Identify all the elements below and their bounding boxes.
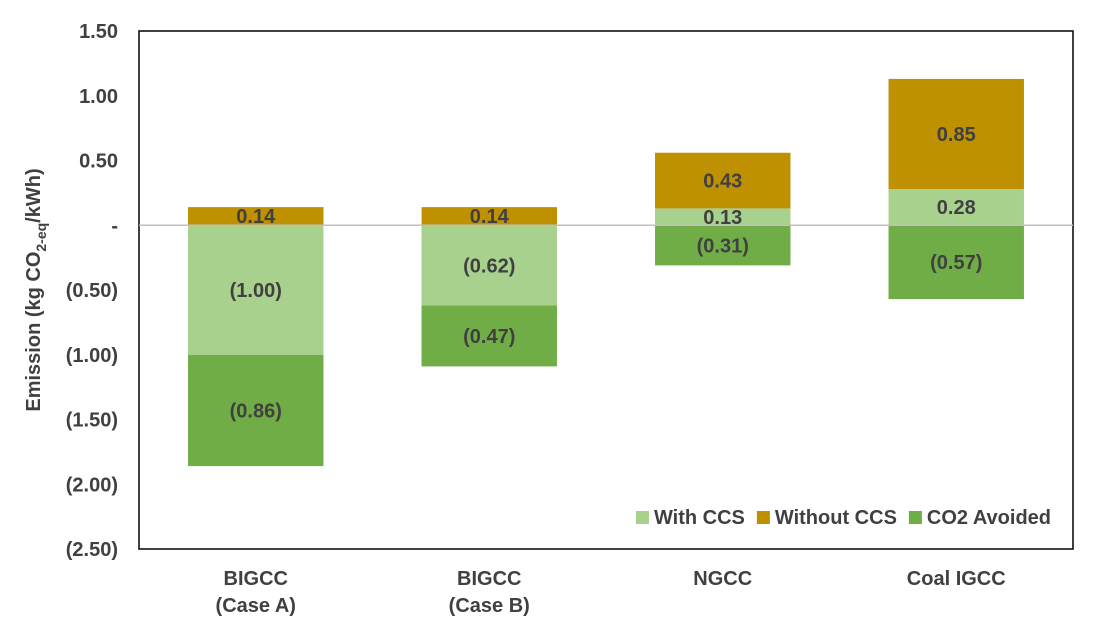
y-tick-label: 1.00 — [79, 86, 118, 108]
data-label: 0.85 — [937, 124, 976, 146]
x-category-label: BIGCC — [457, 568, 521, 590]
x-category-label: (Case A) — [216, 595, 296, 617]
y-axis-title-tail: /kWh) — [23, 168, 45, 222]
data-label: (0.31) — [697, 235, 749, 257]
y-tick-label: (2.50) — [66, 539, 118, 561]
bar-co2-avoided-3 — [888, 225, 1024, 300]
bar-without-ccs-2 — [655, 152, 791, 209]
y-tick-label: (1.50) — [66, 410, 118, 432]
data-label: (0.57) — [930, 252, 982, 274]
bar-without-ccs-1 — [421, 207, 557, 226]
data-label: (0.86) — [230, 400, 282, 422]
y-tick-label: 1.50 — [79, 21, 118, 43]
bar-with-ccs-1 — [421, 225, 557, 306]
bar-co2-avoided-2 — [655, 225, 791, 266]
data-label: 0.14 — [236, 206, 276, 228]
legend: CO2 Avoided Without CCS With CCS — [635, 507, 1051, 529]
y-tick-label: (1.00) — [66, 345, 118, 367]
y-tick-label: 0.50 — [79, 151, 118, 173]
bar-without-ccs-3 — [888, 78, 1024, 189]
y-tick-label: (0.50) — [66, 280, 118, 302]
bar-co2-avoided-0 — [188, 354, 324, 467]
data-labels-layer: (1.00) 0.14 (0.86) (0.62) 0.14 (0.47) 0.13 0.43… — [230, 124, 983, 422]
x-category-label: (Case B) — [449, 595, 530, 617]
x-category-label: BIGCC — [224, 568, 288, 590]
bar-with-ccs-3 — [888, 188, 1024, 226]
bar-with-ccs-2 — [655, 208, 791, 226]
data-label: 0.43 — [703, 171, 742, 193]
legend-swatch — [756, 511, 770, 524]
bar-with-ccs-0 — [188, 225, 324, 355]
legend-swatch — [635, 511, 649, 524]
data-label: 0.13 — [703, 207, 742, 229]
legend-label: CO2 Avoided — [927, 507, 1051, 529]
bar-without-ccs-0 — [188, 207, 324, 226]
bar-co2-avoided-1 — [421, 305, 557, 367]
data-label: 0.14 — [470, 206, 510, 228]
data-label: 0.28 — [937, 197, 976, 219]
x-category-label: NGCC — [693, 568, 752, 590]
y-axis-ticks: 1.50 1.00 0.50 - (0.50) (1.00) (1.50) (2.00) (2.… — [66, 21, 118, 561]
legend-swatch — [908, 511, 922, 524]
y-axis-title: Emission (kg CO2-eq/kWh) — [23, 168, 49, 411]
plot-area-border — [138, 30, 1074, 550]
legend-label: Without CCS — [775, 507, 897, 529]
x-axis-categories: BIGCC (Case A) BIGCC (Case B) NGCC Coal IGCC — [216, 568, 1006, 617]
data-label: (0.47) — [463, 326, 515, 348]
y-tick-label: (2.00) — [66, 474, 118, 496]
data-label: (1.00) — [230, 280, 282, 302]
x-category-label: Coal IGCC — [907, 568, 1006, 590]
data-label: (0.62) — [463, 255, 515, 277]
y-tick-label: - — [111, 215, 118, 237]
legend-label: With CCS — [654, 507, 745, 529]
y-axis-title-subscript: 2-eq — [33, 223, 49, 252]
bars-layer — [188, 78, 1024, 467]
